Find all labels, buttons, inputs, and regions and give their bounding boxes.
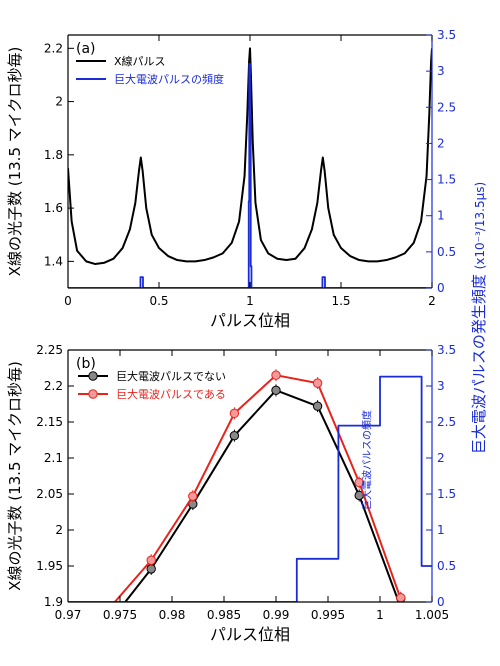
data-point-b-1-3 [271, 370, 281, 380]
data-point-b-0-2 [229, 430, 240, 441]
legend-marker-b-1 [88, 389, 98, 399]
y-tick-label-b-5: 2.15 [36, 415, 63, 429]
x-tick-label-a-0: 0 [64, 294, 72, 308]
x-tick-label-b-5: 0.995 [311, 608, 345, 622]
y-right-axis-unit: (x10⁻³/13.5μs) [473, 182, 487, 270]
y-tick-label-b-3: 2.05 [36, 487, 63, 501]
plot-area-b [68, 369, 432, 602]
y-tick-label-b-1: 1.95 [36, 559, 63, 573]
y-tick-label-a-4: 2.2 [44, 41, 63, 55]
x-tick-label-a-2: 1 [246, 294, 254, 308]
x-axis-label-a: パルス位相 [210, 311, 290, 330]
y-right-axis-label: 巨大電波パルスの発生頻度 (x10⁻³/13.5μs) [470, 182, 488, 454]
plot-area-a [68, 47, 432, 288]
y-right-tick-label-b-5: 2.5 [437, 415, 456, 429]
y-right-tick-label-a-5: 2.5 [437, 100, 456, 114]
y-right-tick-label-b-3: 1.5 [437, 487, 456, 501]
panel-label-b: (b) [76, 356, 96, 372]
legend-label-a-0: X線パルス [114, 54, 166, 68]
data-point-b-0-4 [312, 401, 323, 411]
data-point-b-1-6 [396, 592, 406, 602]
legend-marker-b-0 [88, 371, 98, 381]
y-tick-label-b-0: 1.9 [44, 595, 63, 609]
x-tick-label-b-7: 1.005 [415, 608, 449, 622]
x-tick-label-b-6: 1 [376, 608, 384, 622]
data-point-b-1-5 [354, 477, 364, 488]
y-tick-label-b-4: 2.1 [44, 451, 63, 465]
y-right-tick-label-b-2: 1 [437, 523, 445, 537]
panel-b-chart: 0.97 0.975 0.98 0.985 0.99 0.995 1 1.005 1.9 1.95… [6, 343, 456, 644]
legend-label-b-1: 巨大電波パルスである [116, 387, 226, 401]
y-right-tick-label-a-7: 3.5 [437, 28, 456, 42]
shared-labels: 巨大電波パルスの発生頻度 (x10⁻³/13.5μs) [470, 182, 488, 454]
y-axis-label-a: X線の光子数 (13.5 マイクロ秒毎) [6, 47, 24, 277]
x-tick-label-b-0: 0.97 [55, 608, 82, 622]
series-line-a-1 [68, 63, 432, 288]
y-tick-label-a-1: 1.6 [44, 201, 63, 215]
y-right-tick-label-a-3: 1.5 [437, 173, 456, 187]
series-line-b-1 [114, 374, 403, 602]
panel-label-a: (a) [76, 41, 96, 57]
x-tick-label-a-4: 2 [428, 294, 436, 308]
y-right-tick-label-b-4: 2 [437, 451, 445, 465]
y-right-tick-label-a-6: 3 [437, 64, 445, 78]
x-tick-label-b-4: 0.99 [263, 608, 290, 622]
y-right-tick-label-b-7: 3.5 [437, 343, 456, 357]
y-axis-label-b: X線の光子数 (13.5 マイクロ秒毎) [6, 361, 24, 591]
y-tick-label-a-0: 1.4 [44, 254, 63, 268]
x-tick-label-b-2: 0.98 [159, 608, 186, 622]
y-right-tick-label-b-1: 0.5 [437, 559, 456, 573]
y-tick-label-b-2: 2 [55, 523, 63, 537]
data-point-b-0-3 [271, 385, 281, 396]
y-tick-label-a-3: 2 [55, 95, 63, 109]
annotation-radio-frequency: 巨大電波パルスの頻度 [360, 410, 373, 510]
y-right-tick-label-a-2: 1 [437, 209, 445, 223]
series-line-b-2 [68, 375, 432, 602]
data-point-b-1-0 [146, 555, 156, 565]
y-tick-label-a-2: 1.8 [44, 148, 63, 162]
panel-a-chart: 0 0.5 1 1.5 2 1.4 1.6 1.8 2 2.2 0 0.5 1 1.5 2 2.5 3 3.5 (a… [6, 28, 456, 330]
y-right-axis-title: 巨大電波パルスの発生頻度 [470, 269, 488, 454]
data-point-b-1-2 [229, 408, 240, 419]
legend-label-a-1: 巨大電波パルスの頻度 [114, 72, 224, 86]
y-right-tick-label-a-4: 2 [437, 136, 445, 150]
y-tick-label-b-7: 2.25 [36, 343, 63, 357]
data-point-b-1-1 [188, 491, 198, 501]
series-line-a-0 [68, 47, 432, 266]
x-tick-label-a-3: 1.5 [331, 294, 350, 308]
x-tick-label-b-3: 0.985 [207, 608, 241, 622]
y-right-tick-label-a-1: 0.5 [437, 245, 456, 259]
y-right-tick-label-b-6: 3 [437, 379, 445, 393]
data-point-b-1-4 [312, 378, 323, 388]
y-right-tick-label-b-0: 0 [437, 595, 445, 609]
x-tick-label-a-1: 0.5 [149, 294, 168, 308]
series-line-b-0 [124, 389, 400, 602]
x-tick-label-b-1: 0.975 [103, 608, 137, 622]
legend-label-b-0: 巨大電波パルスでない [116, 369, 226, 383]
y-right-tick-label-a-0: 0 [437, 281, 445, 295]
x-axis-label-b: パルス位相 [210, 625, 290, 644]
y-tick-label-b-6: 2.2 [44, 379, 63, 393]
